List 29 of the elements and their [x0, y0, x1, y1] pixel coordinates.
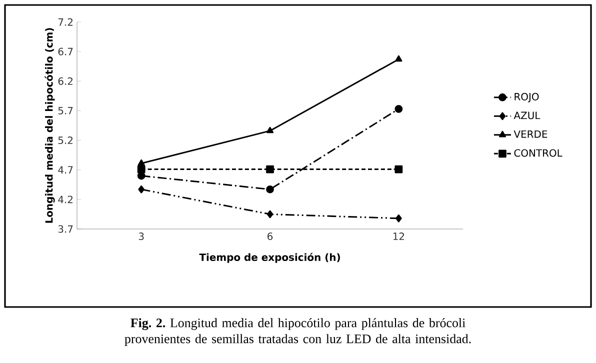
y-tick-label: 7.2 [58, 18, 72, 26]
point [396, 214, 402, 222]
point [394, 105, 403, 113]
point [266, 185, 274, 194]
y-tick-label: 4.7 [58, 166, 73, 174]
point [266, 210, 274, 218]
point [266, 126, 274, 134]
x-tick-label: 6 [268, 232, 273, 240]
text: Fig. 2. Longitud media del hipocótilo para plántulas de brócoli provenientes de semillas tratadas con luz LED de alta intensidad. [124, 318, 471, 346]
y-tick-label: 6.7 [58, 48, 73, 56]
point [395, 55, 402, 62]
y-tick-label: 4.2 [58, 196, 72, 204]
point [137, 165, 146, 174]
x-tick-label: 12 [393, 232, 404, 240]
legend-label: VERDE [514, 130, 548, 138]
y-axis-title: Longitud media del hipocótilo (cm) [44, 28, 55, 223]
point [138, 159, 145, 166]
legend-label: ROJO [514, 92, 539, 102]
point [266, 165, 274, 174]
x-axis-title: Tiempo de exposición (h) [199, 252, 340, 263]
point [138, 185, 144, 194]
legend-label: CONTROL [514, 149, 562, 157]
point [394, 165, 403, 174]
y-tick-label: 5.2 [58, 136, 72, 144]
y-tick-label: 3.7 [58, 225, 73, 233]
legend-label: AZUL [514, 112, 540, 120]
x-tick-label: 3 [138, 232, 144, 240]
y-tick-label: 6.2 [58, 77, 72, 85]
y-tick-label: 5.7 [58, 107, 73, 114]
